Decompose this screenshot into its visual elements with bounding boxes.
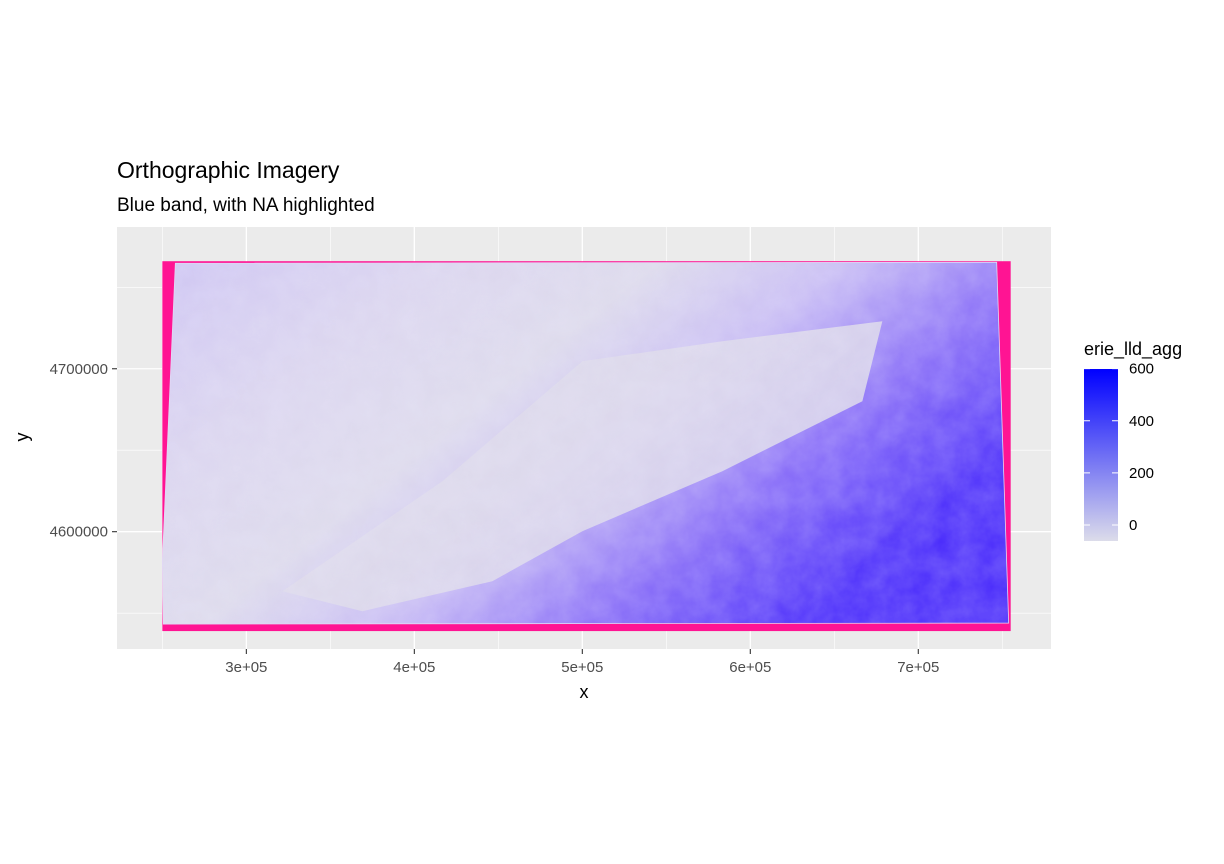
raster-outline (161, 261, 1010, 625)
legend-label-3: 600 (1129, 361, 1154, 378)
legend: erie_lld_agg 0 200 400 600 (1084, 339, 1182, 541)
chart-title: Orthographic Imagery (117, 157, 340, 183)
x-tick-label-2: 5e+05 (561, 659, 603, 676)
legend-title: erie_lld_agg (1084, 339, 1182, 360)
legend-label-0: 0 (1129, 517, 1137, 534)
raster-texture (162, 262, 1009, 625)
legend-label-1: 200 (1129, 465, 1154, 482)
legend-label-2: 400 (1129, 413, 1154, 430)
x-tick-label-3: 6e+05 (729, 659, 771, 676)
y-tick-label-0: 4600000 (50, 524, 108, 541)
axes: 3e+05 4e+05 5e+05 6e+05 7e+05 4600000 4700000 (50, 361, 940, 676)
x-tick-label-0: 3e+05 (225, 659, 267, 676)
y-tick-label-1: 4700000 (50, 361, 108, 378)
raster-data (162, 262, 1009, 625)
legend-colorbar (1084, 369, 1118, 541)
raster-layer (161, 261, 1011, 632)
chart-subtitle: Blue band, with NA highlighted (117, 195, 375, 216)
x-axis-title: x (580, 682, 589, 702)
y-axis-title: y (12, 433, 32, 442)
x-tick-label-4: 7e+05 (897, 659, 939, 676)
x-tick-label-1: 4e+05 (393, 659, 435, 676)
